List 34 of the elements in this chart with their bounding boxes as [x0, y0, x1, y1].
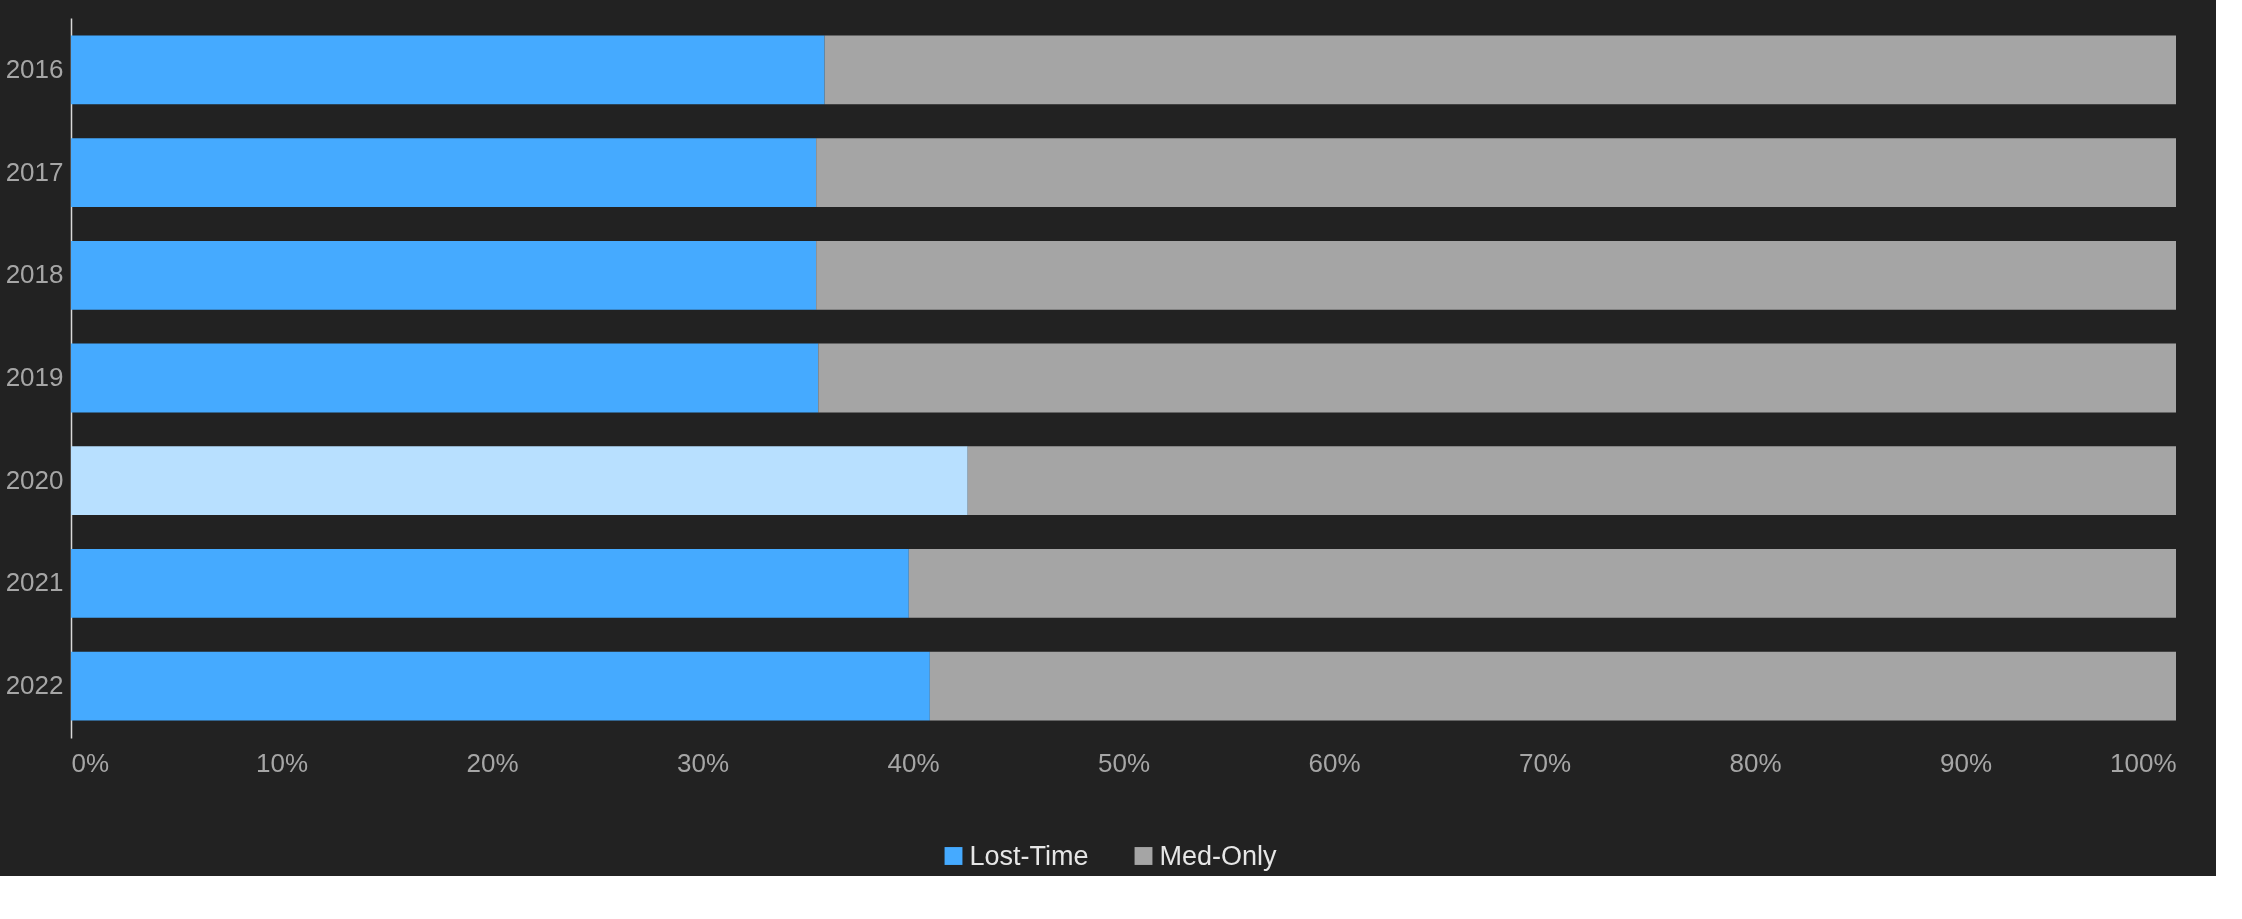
y-tick-label: 2022 — [5, 670, 64, 701]
bar — [71, 138, 817, 207]
x-tick-label: 30% — [676, 747, 730, 778]
x-tick-label: 50% — [1097, 747, 1151, 778]
y-tick-label: 2019 — [5, 362, 64, 392]
bar — [816, 240, 2176, 310]
y-tick-label: 2016 — [5, 53, 64, 84]
x-tick-label: 60% — [1308, 747, 1361, 778]
legend-label: Med-Only — [1159, 841, 1278, 871]
bar — [71, 651, 930, 721]
x-tick-label: 100% — [2110, 747, 2177, 778]
x-tick-label: 20% — [466, 747, 519, 778]
bar — [71, 35, 825, 105]
bar — [824, 35, 2176, 105]
bar — [929, 651, 2176, 721]
x-tick-label: 70% — [1518, 747, 1572, 778]
bar — [71, 240, 817, 310]
y-tick-label: 2018 — [5, 259, 64, 290]
x-tick-label: 40% — [887, 747, 940, 778]
x-tick-label: 10% — [255, 747, 309, 778]
x-tick-label: 0% — [71, 747, 110, 778]
x-tick-label: 90% — [1939, 747, 1993, 778]
bar — [967, 446, 2176, 516]
y-tick-label: 2021 — [5, 567, 64, 598]
bar — [71, 549, 909, 618]
bar — [908, 549, 2176, 618]
legend-label: Lost-Time — [969, 841, 1089, 871]
y-tick-label: 2017 — [5, 156, 64, 187]
x-tick-label: 80% — [1729, 747, 1782, 778]
bar — [71, 446, 968, 516]
bar — [818, 343, 2176, 413]
y-tick-label: 2020 — [5, 464, 64, 495]
bar — [816, 138, 2176, 207]
bar — [71, 343, 819, 413]
